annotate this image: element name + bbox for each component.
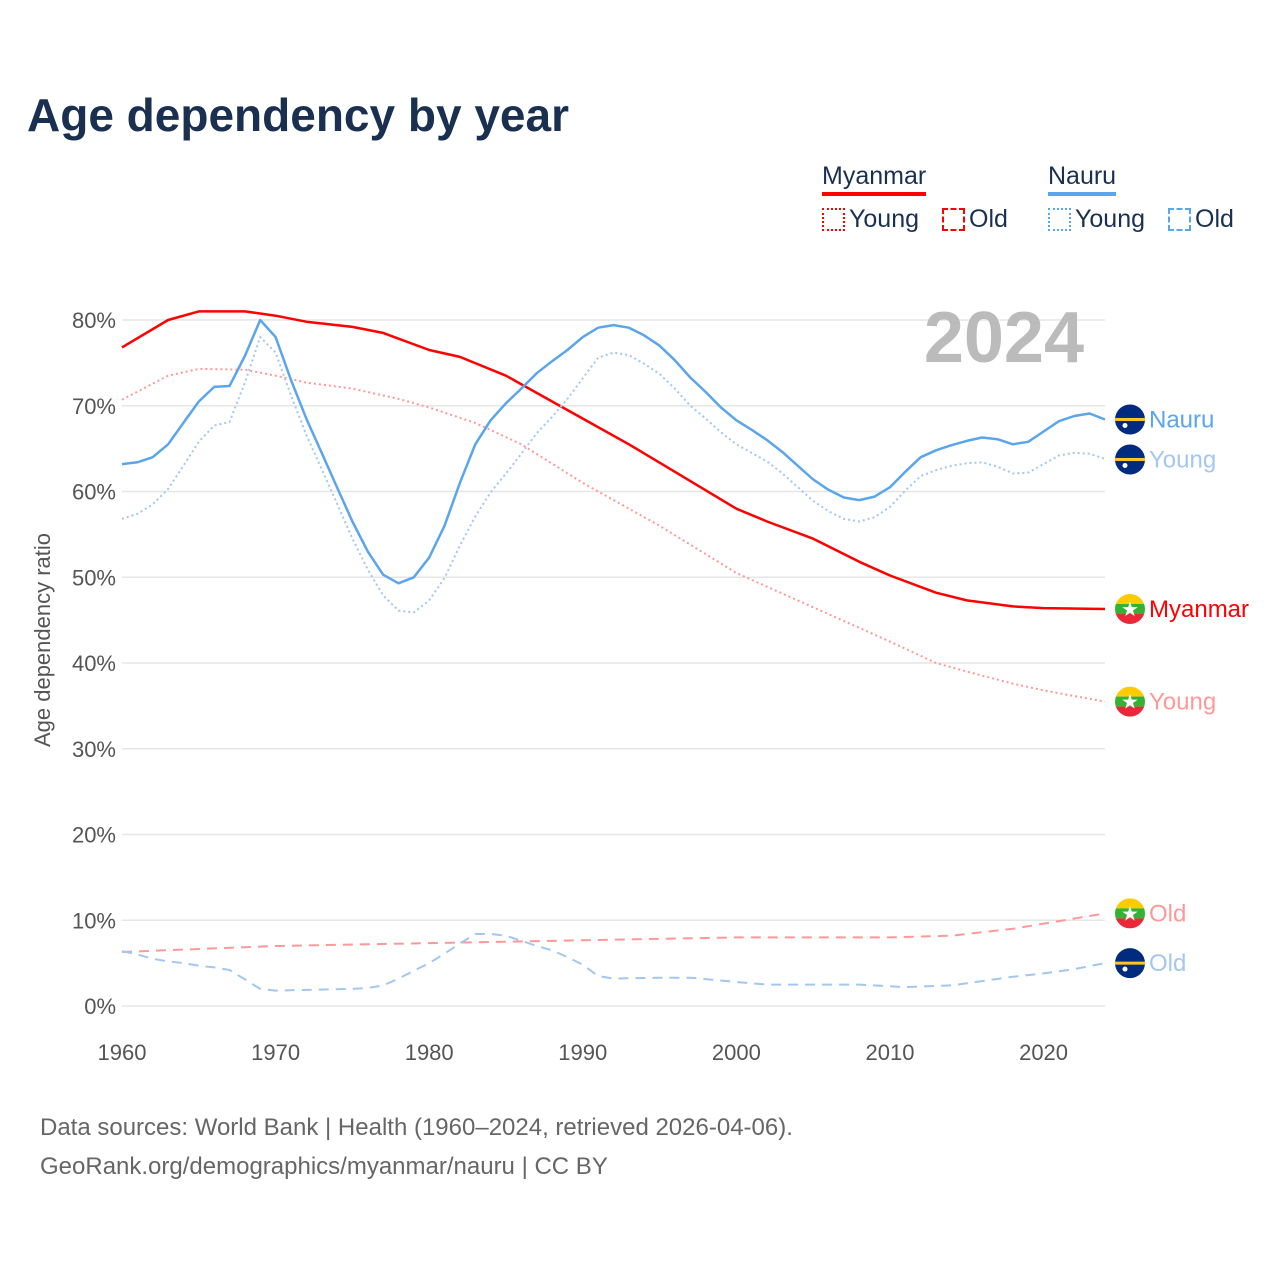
legend-label: Young — [849, 205, 919, 233]
end-label: Young — [1149, 446, 1216, 473]
dashed-swatch-icon — [942, 208, 965, 231]
legend-label: Old — [1195, 205, 1234, 233]
dashed-swatch-icon — [1168, 208, 1191, 231]
myanmar-flag-icon: ★ — [1115, 898, 1145, 929]
end-label: Old — [1149, 900, 1186, 927]
svg-text:★: ★ — [1121, 690, 1139, 714]
y-tick-label: 0% — [84, 994, 116, 1019]
dotted-swatch-icon — [1048, 208, 1071, 231]
end-label: Old — [1149, 950, 1186, 977]
x-tick-label: 1960 — [98, 1040, 147, 1065]
y-tick-label: 80% — [72, 308, 116, 333]
y-tick-label: 20% — [72, 823, 116, 848]
source-line: Data sources: World Bank | Health (1960–… — [40, 1114, 793, 1141]
y-tick-label: 70% — [72, 394, 116, 419]
x-tick-label: 2010 — [865, 1040, 914, 1065]
svg-text:★: ★ — [1121, 597, 1139, 621]
legend-nauru[interactable]: Nauru — [1048, 162, 1117, 196]
x-tick-label: 2020 — [1019, 1040, 1068, 1065]
legend-myanmar-old[interactable]: Old — [942, 205, 1008, 234]
y-tick-label: 30% — [72, 737, 116, 762]
series-line-nauru-old — [121, 933, 1106, 992]
y-axis-label: Age dependency ratio — [30, 533, 55, 747]
legend-myanmar[interactable]: Myanmar — [822, 162, 927, 196]
end-label: Nauru — [1149, 406, 1214, 433]
y-tick-label: 60% — [72, 480, 116, 505]
end-label: Young — [1149, 689, 1216, 716]
x-tick-label: 1990 — [558, 1040, 607, 1065]
x-tick-label: 2000 — [712, 1040, 761, 1065]
y-tick-label: 50% — [72, 565, 116, 590]
nauru-flag-icon — [1115, 948, 1145, 979]
y-tick-label: 10% — [72, 908, 116, 933]
chart-title: Age dependency by year — [27, 89, 569, 141]
year-label: 2024 — [924, 298, 1084, 378]
series-line-myanmar — [121, 310, 1106, 611]
legend-myanmar-young[interactable]: Young — [822, 205, 919, 234]
source-link[interactable]: GeoRank.org/demographics/myanmar/nauru |… — [40, 1153, 608, 1180]
dotted-swatch-icon — [822, 208, 845, 231]
myanmar-flag-icon: ★ — [1115, 686, 1145, 717]
legend-nauru-old[interactable]: Old — [1168, 205, 1234, 234]
x-tick-label: 1970 — [251, 1040, 300, 1065]
y-tick-label: 40% — [72, 651, 116, 676]
source-note: Data sources: World Bank | Health (1960–… — [40, 1108, 793, 1186]
series-line-nauru-young — [121, 336, 1106, 614]
legend-label: Old — [969, 205, 1008, 233]
end-label: Myanmar — [1149, 596, 1249, 623]
nauru-flag-icon — [1115, 404, 1145, 435]
myanmar-flag-icon: ★ — [1115, 593, 1145, 624]
legend-nauru-young[interactable]: Young — [1048, 205, 1145, 234]
series-line-myanmar-old — [121, 912, 1106, 953]
legend-label: Young — [1075, 205, 1145, 233]
series-line-nauru — [121, 318, 1106, 585]
series-line-myanmar-young — [121, 367, 1106, 703]
x-tick-label: 1980 — [405, 1040, 454, 1065]
nauru-flag-icon — [1115, 444, 1145, 475]
svg-text:★: ★ — [1121, 901, 1139, 925]
